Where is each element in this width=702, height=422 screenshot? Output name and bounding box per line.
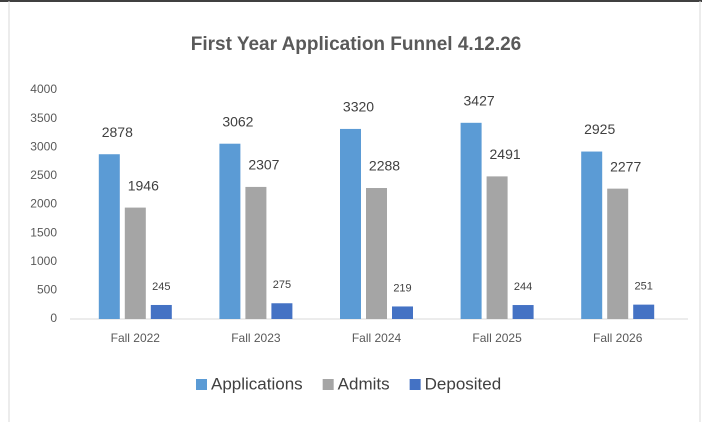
data-label: 251 <box>635 281 653 293</box>
x-tick-label: Fall 2022 <box>111 331 161 345</box>
bar <box>150 304 172 319</box>
bar <box>633 304 655 319</box>
data-label: 1946 <box>128 177 159 193</box>
data-label: 2288 <box>369 158 400 174</box>
bar <box>581 151 603 319</box>
bar <box>340 128 361 319</box>
legend-swatch <box>322 379 334 390</box>
bar <box>98 154 120 319</box>
data-label: 3427 <box>464 93 495 109</box>
legend-label: Deposited <box>425 374 502 393</box>
data-label: 2878 <box>102 124 133 140</box>
data-label: 219 <box>393 282 411 294</box>
bar <box>245 186 267 319</box>
y-tick-label: 3000 <box>30 139 57 153</box>
legend-swatch <box>196 379 207 390</box>
data-label: 2277 <box>610 158 641 174</box>
bar <box>392 306 413 319</box>
y-tick-label: 4000 <box>30 82 57 96</box>
data-label: 244 <box>514 281 532 293</box>
data-label: 2491 <box>490 146 521 162</box>
y-tick-label: 2500 <box>30 168 57 182</box>
bar <box>366 188 387 319</box>
y-tick-label: 500 <box>37 283 57 297</box>
y-tick-label: 1000 <box>30 254 57 268</box>
legend-swatch <box>409 379 421 390</box>
chart-title: First Year Application Funnel 4.12.26 <box>191 34 522 55</box>
bar <box>607 188 629 319</box>
y-tick-label: 1500 <box>30 225 57 239</box>
bar <box>124 207 146 319</box>
data-label: 2307 <box>248 157 279 173</box>
data-label: 3062 <box>222 113 253 129</box>
data-label: 2925 <box>584 121 615 137</box>
x-tick-label: Fall 2023 <box>231 331 281 345</box>
x-tick-label: Fall 2024 <box>352 331 402 345</box>
legend-label: Applications <box>211 374 303 393</box>
y-tick-label: 3500 <box>30 111 57 125</box>
bar <box>219 143 241 319</box>
x-tick-label: Fall 2026 <box>593 331 643 345</box>
legend-label: Admits <box>338 374 390 393</box>
bar <box>271 303 293 319</box>
y-tick-label: 2000 <box>30 197 57 211</box>
data-label: 3320 <box>343 99 374 115</box>
x-tick-label: Fall 2025 <box>472 331 522 345</box>
bar <box>460 122 482 319</box>
y-tick-label: 0 <box>50 311 57 325</box>
bar <box>512 305 534 319</box>
data-label: 275 <box>273 279 291 291</box>
data-label: 245 <box>152 281 170 293</box>
bar <box>486 176 508 319</box>
